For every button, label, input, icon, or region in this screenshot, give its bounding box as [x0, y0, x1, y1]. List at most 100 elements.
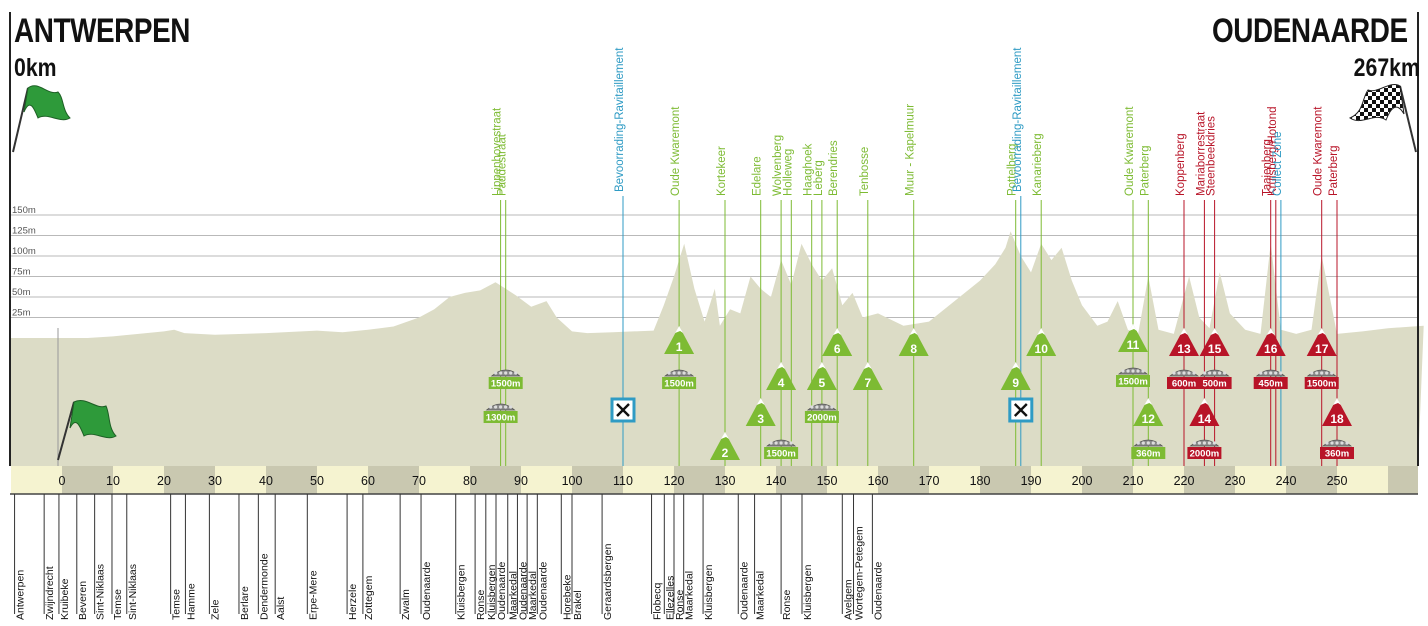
marker-label: Kruisberg/Hotond: [1267, 107, 1279, 197]
place-name: Kruibeke: [59, 578, 71, 620]
cobble-length: 1500m: [1307, 379, 1337, 390]
place-name: Maarkedal: [508, 571, 520, 620]
axis-band: [623, 466, 674, 494]
axis-band: [1184, 466, 1235, 494]
climb-icon: 12: [1133, 398, 1164, 426]
cobble-stone: [1310, 371, 1314, 375]
climb-number: 17: [1315, 342, 1329, 356]
axis-band: [521, 466, 572, 494]
climb-snowcap: [777, 362, 786, 369]
terrain-area: [10, 231, 1424, 466]
distance-axis: 0 10 20 30 40 50 60 70 80 90 100 110 120 130 140 150 160…: [10, 466, 1418, 495]
cobble-stone: [489, 405, 493, 409]
climb-number: 4: [778, 376, 785, 390]
place-name: Zele: [209, 599, 221, 620]
cobble-stone: [784, 441, 788, 445]
cobble-stone: [820, 405, 824, 409]
axis-tick-label: 100: [562, 474, 583, 488]
start-distance: 0km: [14, 54, 57, 82]
cobble-stone: [687, 371, 691, 375]
climb-number: 5: [819, 376, 826, 390]
cobble-length: 500m: [1202, 379, 1226, 390]
cobble-stone: [1131, 369, 1135, 373]
cobble-icon: 1500m: [1304, 369, 1339, 390]
marker-label: Bevoorrading-Ravitaillement: [1012, 47, 1024, 192]
climb-triangle: [1189, 398, 1220, 426]
marker-label: Leberg: [813, 160, 825, 196]
cobble-stone: [677, 371, 681, 375]
axis-tick-label: 240: [1276, 474, 1297, 488]
axis-tick-label: 0: [59, 474, 66, 488]
cobble-label-bg: [1253, 377, 1288, 389]
altitude-label: 75m: [12, 267, 31, 278]
axis-band: [317, 466, 368, 494]
place-name: Maarkedal: [684, 571, 696, 620]
place-name: Oudenaarde: [517, 561, 529, 620]
marker-label: Taaienberg: [1262, 139, 1274, 196]
climb-snowcap: [833, 328, 842, 335]
axis-band: [572, 466, 623, 494]
cobble-stone: [514, 371, 518, 375]
axis-tick-label: 10: [106, 474, 120, 488]
cobble-stone: [1269, 371, 1273, 375]
cobble-stone: [1330, 371, 1334, 375]
cobble-icon: 360m: [1131, 439, 1166, 460]
axis-tick-label: 40: [259, 474, 273, 488]
climb-icon: 3: [745, 398, 776, 426]
marker-label: Collect Zone: [1272, 131, 1284, 196]
axis-tick-label: 190: [1021, 474, 1042, 488]
climb-number: 3: [757, 412, 764, 426]
axis-band: [1286, 466, 1337, 494]
cobble-stone: [509, 371, 513, 375]
place-name: Ronse: [781, 589, 793, 620]
climb-snowcap: [1144, 398, 1153, 405]
cobble-label-bg: [1320, 447, 1354, 459]
climb-snowcap: [1200, 398, 1209, 405]
climb-number: 14: [1198, 412, 1212, 426]
axis-band: [1082, 466, 1133, 494]
climb-number: 9: [1012, 376, 1019, 390]
cobble-length: 2000m: [807, 413, 837, 424]
climb-icon: 16: [1255, 328, 1286, 356]
climb-icon: 2: [710, 432, 740, 460]
climb-snowcap: [756, 398, 765, 405]
axis-band: [878, 466, 929, 494]
cobble-label-bg: [1197, 377, 1232, 389]
place-name: Zwalm: [400, 589, 412, 620]
climb-snowcap: [1210, 328, 1219, 335]
place-name: Kluisbergen: [456, 564, 468, 620]
cobble-stone: [499, 405, 503, 409]
axis-tick-label: 160: [868, 474, 889, 488]
cobble-icon: 600m: [1167, 369, 1201, 390]
place-name: Oudenaarde: [738, 561, 750, 620]
cobble-label-bg: [764, 447, 799, 459]
place-name: Kluisbergen: [703, 564, 715, 620]
marker-label: Muur - Kapelmuur: [905, 104, 917, 196]
axis-band: [470, 466, 521, 494]
axis-tick-label: 170: [919, 474, 940, 488]
cobble-stone: [1192, 371, 1196, 375]
axis-band: [827, 466, 878, 494]
climb-snowcap: [1180, 328, 1188, 335]
climb-number: 12: [1142, 412, 1156, 426]
cobble-length: 1500m: [766, 449, 796, 460]
cobble-stone: [1156, 441, 1160, 445]
axis-tick-label: 70: [412, 474, 426, 488]
marker-label: Pottelberg: [1007, 144, 1019, 196]
cobble-stone: [1203, 371, 1207, 375]
axis-band: [776, 466, 827, 494]
climb-triangle: [1133, 398, 1164, 426]
climb-number: 1: [676, 340, 683, 354]
altitude-label: 25m: [12, 308, 31, 319]
cobble-length: 360m: [1136, 449, 1160, 460]
marker-label: Koppenberg: [1175, 133, 1187, 196]
cobble-stone: [789, 441, 793, 445]
marker-label: Lippenhovestraat: [492, 107, 504, 196]
feed-zone-icon: [1008, 397, 1034, 423]
climb-triangle: [1322, 398, 1352, 426]
place-name: Aalst: [275, 597, 287, 620]
climb-triangle: [852, 362, 883, 390]
climb-icon: 7: [852, 362, 883, 390]
cobble-stone: [1126, 369, 1130, 373]
marker-label: Berendries: [828, 140, 840, 196]
